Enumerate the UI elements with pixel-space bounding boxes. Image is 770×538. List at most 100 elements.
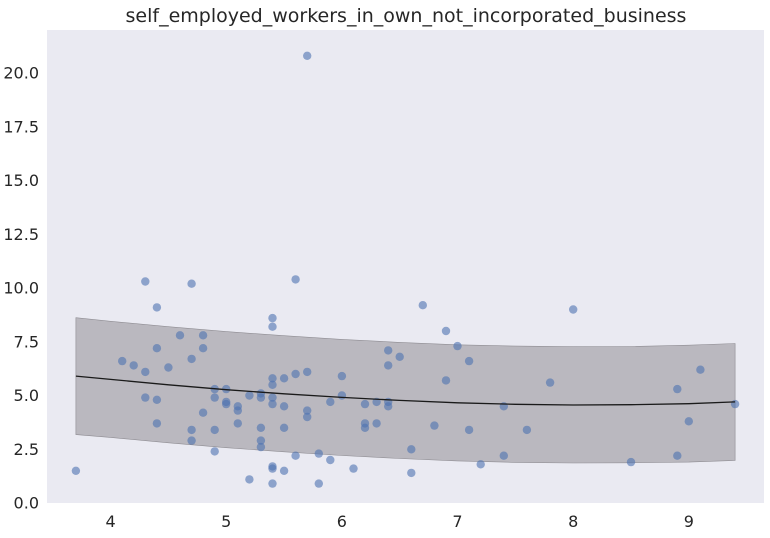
chart-title: self_employed_workers_in_own_not_incorpo… xyxy=(126,5,687,27)
data-point xyxy=(222,399,231,409)
x-tick-label: 7 xyxy=(452,512,462,531)
data-point xyxy=(407,445,416,454)
data-point xyxy=(198,408,208,417)
data-point xyxy=(152,303,162,312)
x-tick-label: 5 xyxy=(221,512,231,531)
data-point xyxy=(337,391,347,400)
data-point xyxy=(141,367,150,377)
data-point xyxy=(360,423,370,432)
data-point xyxy=(210,425,219,435)
data-point xyxy=(291,369,300,379)
data-point xyxy=(441,326,451,336)
data-point xyxy=(337,371,347,381)
data-point xyxy=(499,451,508,460)
y-tick-label: 5.0 xyxy=(14,386,39,405)
data-point xyxy=(395,352,404,361)
data-point xyxy=(291,451,300,460)
data-point xyxy=(245,391,254,400)
data-point xyxy=(384,402,393,411)
data-point xyxy=(187,354,196,364)
fit-line xyxy=(75,375,736,406)
data-point xyxy=(187,436,196,445)
data-point xyxy=(326,397,335,407)
data-point xyxy=(152,395,162,404)
data-point xyxy=(279,423,289,432)
data-point xyxy=(141,393,150,402)
data-point xyxy=(464,356,474,366)
x-tick-label: 6 xyxy=(337,512,347,531)
data-point xyxy=(303,367,312,377)
data-point xyxy=(441,376,451,385)
data-point xyxy=(187,279,196,288)
data-point xyxy=(233,419,242,428)
data-point xyxy=(522,425,532,435)
data-point xyxy=(291,275,300,284)
data-point xyxy=(372,419,381,428)
data-point xyxy=(256,393,266,402)
data-point xyxy=(268,322,277,331)
data-point xyxy=(569,305,578,314)
y-tick-label: 20.0 xyxy=(3,64,39,83)
data-point xyxy=(303,51,312,60)
data-point xyxy=(279,374,289,383)
data-point xyxy=(256,442,266,452)
data-point xyxy=(453,341,462,351)
x-tick-label: 9 xyxy=(684,512,694,531)
data-point xyxy=(268,399,277,409)
data-point xyxy=(684,417,693,426)
data-point xyxy=(198,331,208,340)
data-point xyxy=(303,412,312,422)
y-tick-label: 0.0 xyxy=(14,494,39,513)
data-point xyxy=(268,464,277,473)
data-point xyxy=(164,363,173,372)
data-point xyxy=(233,406,242,415)
data-point xyxy=(210,393,219,402)
data-point xyxy=(303,406,312,415)
y-tick-label: 15.0 xyxy=(3,171,39,190)
data-point xyxy=(187,425,196,435)
data-point xyxy=(256,436,266,445)
data-point xyxy=(626,457,636,467)
confidence-band xyxy=(75,317,736,464)
data-point xyxy=(279,402,289,411)
data-point xyxy=(673,384,682,394)
data-point xyxy=(210,447,219,456)
data-point xyxy=(407,468,416,478)
data-point xyxy=(545,378,555,387)
data-point xyxy=(673,451,682,460)
data-point xyxy=(141,277,150,286)
data-point xyxy=(256,423,266,432)
data-point xyxy=(384,361,393,370)
data-point xyxy=(268,313,277,323)
data-point xyxy=(268,380,277,389)
data-point xyxy=(430,421,439,430)
x-tick-label: 8 xyxy=(568,512,578,531)
data-point xyxy=(360,399,370,409)
data-point xyxy=(326,455,335,465)
data-point xyxy=(314,479,323,488)
data-point xyxy=(245,475,254,484)
y-tick-label: 2.5 xyxy=(14,440,39,459)
data-point xyxy=(730,399,740,409)
data-point xyxy=(268,393,277,402)
data-point xyxy=(118,356,127,366)
data-point xyxy=(268,374,277,383)
data-point xyxy=(476,460,485,469)
data-point xyxy=(314,449,323,458)
data-point xyxy=(175,331,185,340)
data-point xyxy=(384,346,393,355)
x-tick-label: 4 xyxy=(106,512,116,531)
data-point xyxy=(349,464,358,473)
data-point xyxy=(129,361,138,370)
data-point xyxy=(268,479,277,488)
data-point xyxy=(464,425,474,435)
y-tick-label: 12.5 xyxy=(3,225,39,244)
data-point xyxy=(418,301,427,310)
y-tick-label: 17.5 xyxy=(3,117,39,136)
y-tick-label: 10.0 xyxy=(3,279,39,298)
data-point xyxy=(279,466,289,475)
data-point xyxy=(71,466,81,475)
data-point xyxy=(198,344,208,353)
